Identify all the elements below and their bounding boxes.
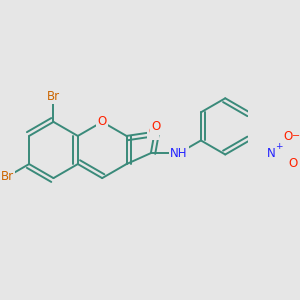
Text: N: N bbox=[267, 147, 276, 160]
Text: NH: NH bbox=[170, 147, 188, 160]
Text: Br: Br bbox=[1, 170, 14, 183]
Text: O: O bbox=[148, 125, 158, 138]
Text: −: − bbox=[292, 131, 300, 141]
Text: O: O bbox=[98, 116, 107, 128]
Text: O: O bbox=[151, 120, 160, 133]
Text: Br: Br bbox=[47, 90, 60, 103]
Text: +: + bbox=[275, 142, 282, 151]
Text: O: O bbox=[289, 157, 298, 170]
Text: O: O bbox=[284, 130, 293, 143]
